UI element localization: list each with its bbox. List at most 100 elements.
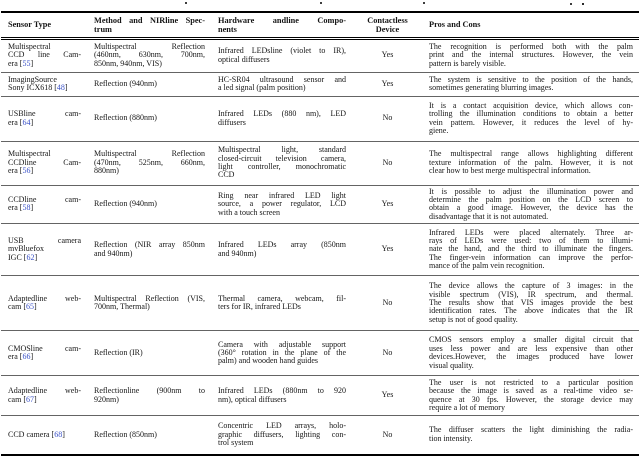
cell-line: Pros and Cons	[429, 20, 481, 30]
cell-line: closed-circuit television camera,	[218, 153, 346, 163]
citation-link[interactable]: 68	[54, 429, 63, 439]
cell-line: CCDline Cam-	[8, 157, 81, 167]
cell-line: Device	[375, 24, 400, 34]
cell-line: disadvantage that it is not automated.	[429, 211, 549, 221]
citation-link[interactable]: 66	[22, 352, 31, 362]
cell-pros: It is a contact acquisition device, whic…	[422, 96, 639, 142]
cell-pros: Infrared LEDs were placed alternately. T…	[422, 223, 639, 277]
cell-hardware: Infrared LEDs array (850nm and 940nm)	[211, 223, 352, 277]
cell-hardware: Infrared LEDsline (violet to IR), optical…	[211, 38, 352, 73]
cell-contactless: No	[352, 275, 422, 332]
cell-pros: The device allows the capture of 3 image…	[422, 275, 639, 332]
cell-line: Infrared LEDs array (850nm	[218, 240, 346, 250]
cell-line: 880nm)	[94, 166, 119, 176]
cell-line: nm), optical diffusers	[218, 394, 287, 404]
cell-hardware: Multispectral light, standard closed-circ…	[211, 141, 352, 186]
cell-line: graphic diffusers, lighting con-	[218, 429, 346, 439]
citation-link[interactable]: 56	[22, 166, 31, 176]
cell-line: Multispectral Reflection (VIS,	[94, 293, 205, 303]
column-header-contactless: Contactless Device	[352, 11, 422, 40]
cell-contactless: No	[352, 96, 422, 142]
cell-line: nate the hand, and the third to illumina…	[429, 244, 633, 254]
citation-link[interactable]: 48	[56, 83, 65, 92]
cell-line: CMOS sensors employ a smaller digital ci…	[429, 335, 633, 345]
table-row: Multispectral CCDline Cam-era [56] Multisp…	[1, 141, 639, 186]
cell-line: It is a contact acquisition device, whic…	[429, 100, 633, 110]
cell-method: Multispectral Reflection (470nm, 525nm, 6…	[87, 141, 211, 186]
cell-line: visible spectrum (VIS), IR spectrum, and…	[429, 289, 633, 299]
table-row: Adaptedline web-cam [67] Reflectionline (…	[1, 375, 639, 417]
citation-link[interactable]: 67	[26, 394, 34, 404]
cell-line: CMOSline cam-	[8, 343, 81, 353]
citation-link[interactable]: 55	[22, 58, 31, 68]
cell-sensor: Multispectral CCDline Cam-era [56]	[1, 141, 87, 186]
column-header-pros: Pros and Cons	[422, 11, 639, 40]
cell-hardware: Concentric LED arrays, holo-graphic diff…	[211, 415, 352, 456]
citation-link[interactable]: 62	[26, 252, 35, 262]
cell-line: and 940nm)	[94, 248, 133, 258]
cell-line: source, a power regulator, LCD	[218, 199, 346, 209]
cell-line: (470nm, 525nm, 660nm,	[94, 157, 205, 167]
cell-line: Infrared LEDs (880 nm), LED	[218, 109, 346, 119]
cell-pros: The recognition is performed both with t…	[422, 38, 639, 73]
cell-line: Adaptedline web-	[8, 386, 81, 396]
cell-line: Infrared LEDs (880nm to 920	[218, 386, 346, 396]
cell-line: No	[382, 297, 393, 307]
cell-line: CCD camera [68]	[8, 429, 65, 439]
cell-line: uses less power and are less expensive t…	[429, 343, 633, 353]
cell-contactless: Yes	[352, 185, 422, 225]
cell-hardware: Infrared LEDs (880 nm), LED diffusers	[211, 96, 352, 142]
cell-line: Reflection (IR)	[94, 347, 143, 357]
cell-line: Reflectionline (900nm to	[94, 386, 205, 396]
cell-line: Ring near infrared LED light	[218, 190, 346, 200]
cell-sensor: CCD camera [68]	[1, 415, 87, 456]
cell-line: Multispectral	[8, 41, 51, 51]
citation-link[interactable]: 58	[22, 203, 31, 213]
cell-sensor: USBline cam-era [64]	[1, 96, 87, 142]
cell-line: clear how to best merge multispectral in…	[429, 166, 591, 176]
cell-line: giene.	[429, 125, 449, 135]
cell-contactless: Yes	[352, 375, 422, 417]
table-row: CCDline cam-era [58] Reflection (940nm) Ri…	[1, 185, 639, 225]
cell-line: Yes	[381, 50, 394, 60]
cell-line: IGC [62]	[8, 252, 38, 262]
cell-line: Yes	[381, 390, 394, 400]
cell-pros: The system is sensitive to the position …	[422, 72, 639, 97]
cell-line: No	[382, 429, 393, 439]
cell-line: require a lot of memory	[429, 403, 505, 413]
cell-line: Reflection (850nm)	[94, 429, 157, 439]
cell-line: Method and NIRline Spec-	[94, 15, 205, 25]
cell-line: Contactless	[367, 15, 408, 25]
cell-line: setup is not of good quality.	[429, 314, 518, 324]
citation-link[interactable]: 65	[26, 302, 34, 312]
cell-line: quence at 30 fps. However, the storage d…	[429, 394, 633, 404]
cell-line: era [64]	[8, 117, 34, 127]
table-row: CCD camera [68] Reflection (850nm) Concent…	[1, 415, 639, 456]
cell-line: No	[382, 157, 393, 167]
cell-line: ters for IR, infrared LEDs	[218, 302, 301, 312]
cell-line: (360° rotation in the plane of the	[218, 347, 346, 357]
cell-method: Multispectral Reflection (VIS, 700nm, The…	[87, 275, 211, 332]
cell-line: trolling the illumination conditions to …	[429, 109, 633, 119]
table-body: Multispectral CCD line Cam-era [55] Multis…	[1, 38, 639, 456]
cell-contactless: Yes	[352, 38, 422, 73]
cell-contactless: No	[352, 330, 422, 377]
cell-method: Reflection (940nm)	[87, 185, 211, 225]
cell-line: Multispectral light, standard	[218, 145, 346, 155]
cell-line: palm) and wooden hand guides	[218, 356, 318, 366]
column-header-hardware: Hardware andline Compo-nents	[211, 11, 352, 40]
cell-method: Reflection (940nm)	[87, 72, 211, 97]
table-row: USB camera mvBluefox IGC [62] Reflection (N…	[1, 223, 639, 277]
cell-method: Reflection (850nm)	[87, 415, 211, 456]
cell-hardware: HC-SR04 ultrasound sensor and a led signa…	[211, 72, 352, 97]
cell-line: CCD line Cam-	[8, 50, 81, 60]
cell-line: 920nm)	[94, 394, 119, 404]
cell-line: The user is not restricted to a particul…	[429, 377, 633, 387]
cell-line: Infrared LEDs were placed alternately. T…	[429, 227, 633, 237]
cell-line: Reflection (880nm)	[94, 113, 157, 123]
citation-link[interactable]: 64	[22, 117, 31, 127]
cell-line: The results show that VIS images provide…	[429, 297, 633, 307]
cell-line: Yes	[381, 199, 394, 209]
cell-contactless: No	[352, 415, 422, 456]
